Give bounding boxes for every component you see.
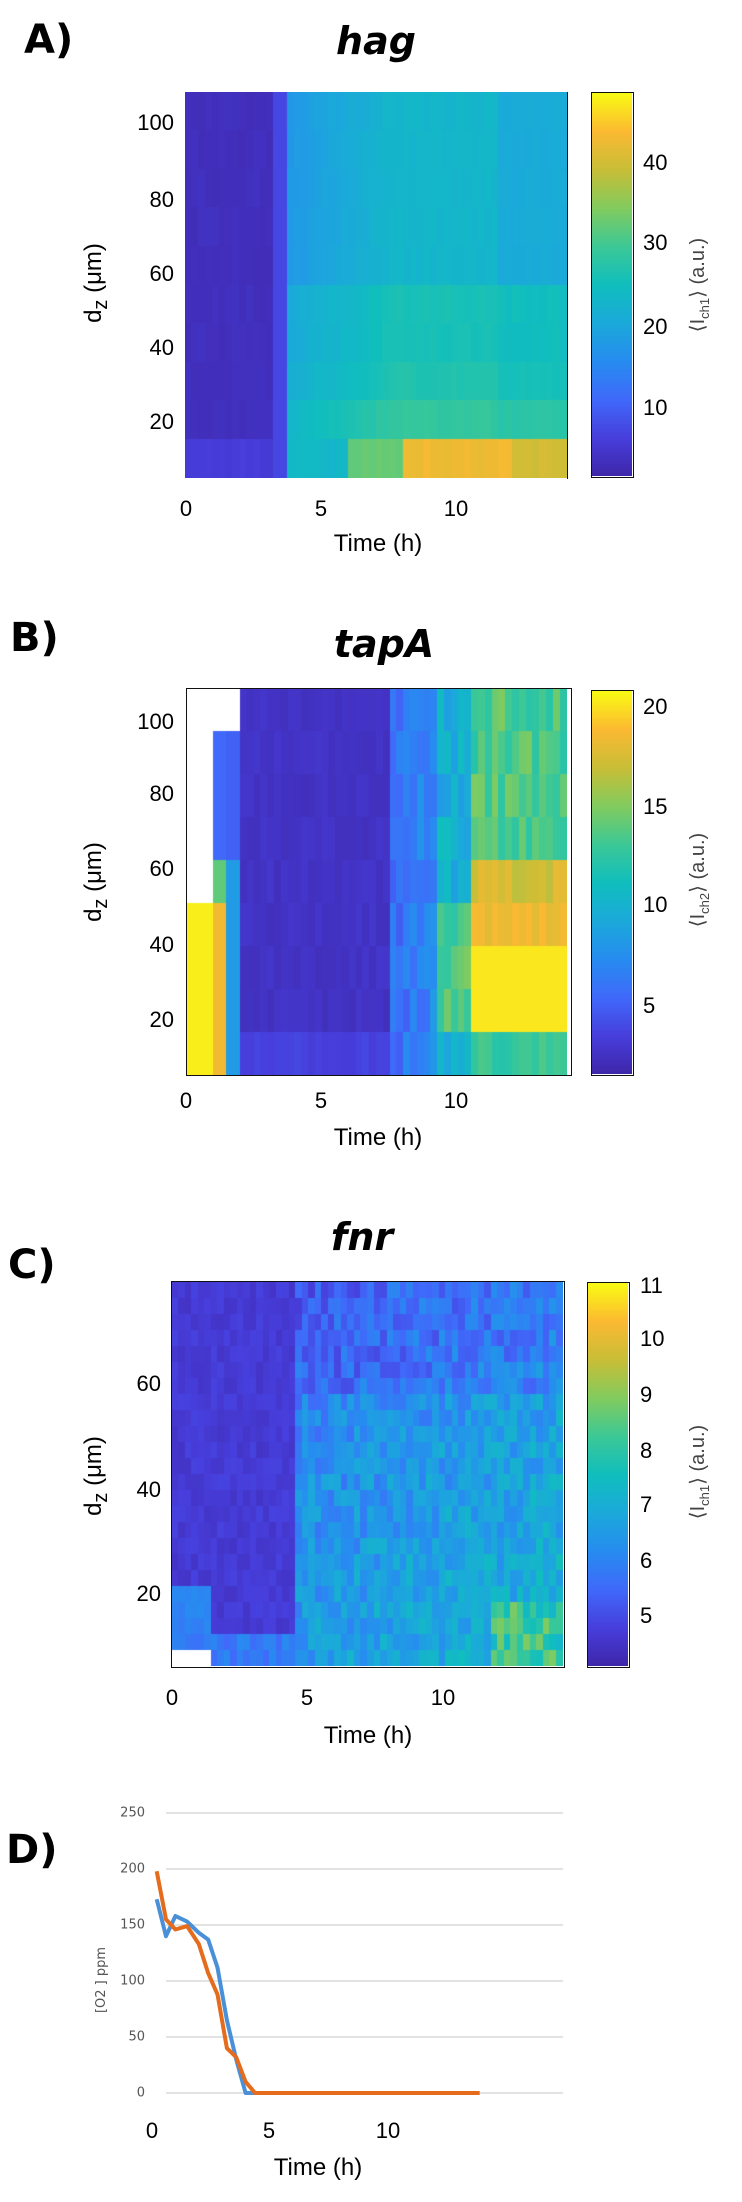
ytick-d-0: 0 (136, 2085, 145, 2101)
heatmap-c-frame (171, 1281, 565, 1668)
ytick-a-60: 60 (149, 261, 174, 286)
cb-label-b-pre: ⟨I (687, 913, 709, 928)
ytick-b-60: 60 (149, 856, 174, 881)
ytick-d-250: 250 (120, 1805, 145, 1821)
series-blue-line (154, 1898, 480, 2095)
ylabel-b-main: d (80, 908, 107, 922)
xlabel-b: Time (h) (333, 1124, 423, 1151)
panel-title-a: hag (336, 19, 416, 63)
cb-label-c-post: ⟩ (a.u.) (687, 1424, 709, 1485)
ylabel-b-unit: (μm) (80, 842, 107, 899)
cbtick-b-10: 10 (643, 892, 668, 917)
cb-label-c-pre: ⟨I (687, 1505, 709, 1520)
panel-title-b: tapA (333, 622, 435, 666)
panel-letter-a: A) (24, 17, 74, 63)
ytick-c-20: 20 (136, 1581, 161, 1606)
xtick-b-10: 10 (443, 1088, 469, 1113)
heatmap-a-frame (185, 92, 568, 479)
ylabel-a-main: d (80, 309, 107, 323)
ylabel-c-sub: z (89, 1492, 112, 1503)
ytick-d-150: 150 (120, 1917, 145, 1933)
xtick-b-0: 0 (179, 1088, 193, 1113)
cbtick-c-8: 8 (640, 1438, 653, 1463)
ylabel-a: dz (μm) (80, 243, 112, 323)
cbtick-a-10: 10 (643, 395, 668, 420)
ytick-d-50: 50 (128, 2029, 145, 2045)
xtick-c-10: 10 (430, 1685, 456, 1710)
ylabel-b: dz (μm) (80, 842, 112, 922)
colorbar-label-b: ⟨Ich2⟩ (a.u.) (687, 832, 712, 928)
cb-label-c-sub: ch1 (697, 1484, 712, 1506)
cbtick-b-20: 20 (643, 694, 668, 719)
xtick-a-10: 10 (443, 496, 469, 521)
cbtick-b-5: 5 (643, 993, 656, 1018)
cbtick-c-7: 7 (640, 1492, 653, 1517)
cb-label-a-sub: ch1 (697, 297, 712, 319)
xtick-b-5: 5 (314, 1088, 328, 1113)
xtick-a-0: 0 (179, 496, 193, 521)
heatmap-c (172, 1282, 563, 1666)
xlabel-c: Time (h) (323, 1722, 413, 1749)
ytick-d-100: 100 (120, 1973, 145, 1989)
xtick-d-5: 5 (262, 2118, 276, 2143)
xlabel-d: Time (h) (273, 2154, 363, 2181)
ytick-b-20: 20 (149, 1007, 174, 1032)
xtick-d-0: 0 (145, 2118, 159, 2143)
heatmap-a (185, 92, 567, 478)
ytick-a-40: 40 (149, 335, 174, 360)
cbtick-a-40: 40 (643, 150, 668, 175)
cbtick-c-6: 6 (640, 1548, 653, 1573)
cbtick-a-20: 20 (643, 314, 668, 339)
xtick-d-10: 10 (375, 2118, 401, 2143)
cbtick-c-5: 5 (640, 1603, 653, 1628)
colorbar-label-c: ⟨Ich1⟩ (a.u.) (687, 1424, 712, 1520)
ylabel-d: [O2 ] ppm (94, 1946, 109, 2014)
cb-label-a-post: ⟩ (a.u.) (687, 237, 709, 298)
ytick-a-100: 100 (137, 110, 174, 135)
colorbar-a (591, 92, 634, 478)
xtick-a-5: 5 (314, 496, 328, 521)
ytick-b-100: 100 (137, 709, 174, 734)
ytick-c-40: 40 (136, 1477, 161, 1502)
cb-label-a-pre: ⟨I (687, 318, 709, 333)
cbtick-a-30: 30 (643, 230, 668, 255)
oxygen-line-chart (154, 1812, 563, 2095)
colorbar-c (587, 1282, 630, 1668)
heatmap-b (186, 689, 567, 1075)
ylabel-b-sub: z (89, 898, 112, 909)
colorbar-label-a: ⟨Ich1⟩ (a.u.) (687, 237, 712, 333)
ytick-c-60: 60 (136, 1371, 161, 1396)
panel-title-c: fnr (330, 1215, 394, 1259)
ylabel-c: dz (μm) (80, 1436, 112, 1516)
xlabel-a: Time (h) (333, 530, 423, 557)
ylabel-c-main: d (80, 1502, 107, 1516)
xtick-c-0: 0 (165, 1685, 179, 1710)
gridlines (166, 1812, 563, 2094)
panel-letter-d: D) (6, 1827, 58, 1873)
ytick-b-40: 40 (149, 932, 174, 957)
xtick-c-5: 5 (300, 1685, 314, 1710)
heatmap-b-frame (186, 688, 572, 1076)
ytick-a-80: 80 (149, 187, 174, 212)
series-orange-line (154, 1870, 480, 2095)
cbtick-b-15: 15 (643, 794, 668, 819)
cb-label-b-sub: ch2 (697, 892, 712, 914)
cbtick-c-9: 9 (640, 1382, 653, 1407)
ylabel-a-sub: z (89, 299, 112, 310)
panel-letter-b: B) (10, 615, 59, 661)
ylabel-a-unit: (μm) (80, 243, 107, 300)
ytick-b-80: 80 (149, 781, 174, 806)
ylabel-c-unit: (μm) (80, 1436, 107, 1493)
ytick-a-20: 20 (149, 409, 174, 434)
colorbar-b (591, 690, 634, 1076)
cb-label-b-post: ⟩ (a.u.) (687, 832, 709, 893)
ytick-d-200: 200 (120, 1861, 145, 1877)
cbtick-c-10: 10 (640, 1326, 665, 1351)
panel-letter-c: C) (8, 1242, 56, 1288)
cbtick-c-11: 11 (640, 1273, 663, 1298)
